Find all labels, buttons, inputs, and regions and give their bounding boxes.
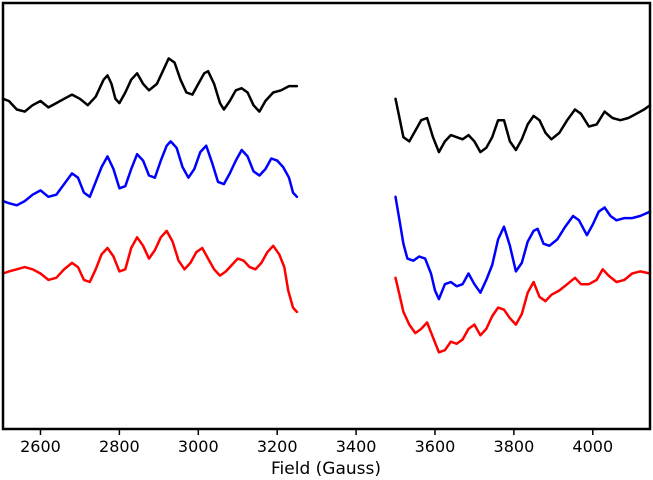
series-2-segment-1 xyxy=(394,268,652,354)
x-tick-label-5: 3600 xyxy=(415,437,456,456)
x-tick-label-1: 2800 xyxy=(99,437,140,456)
x-tick-label-4: 3400 xyxy=(336,437,377,456)
x-tick-label-3: 3200 xyxy=(257,437,298,456)
series-2-segment-0 xyxy=(1,229,299,314)
x-axis-ticks: 2600 2800 3000 3200 3400 3600 3800 4000 xyxy=(20,429,613,456)
x-tick-label-6: 3800 xyxy=(494,437,535,456)
series-1-segment-1 xyxy=(394,195,652,301)
x-tick-label-2: 3000 xyxy=(178,437,219,456)
series-0-segment-1 xyxy=(394,97,652,154)
series-0-segment-0 xyxy=(1,57,299,113)
x-tick-label-0: 2600 xyxy=(20,437,61,456)
x-axis-label: Field (Gauss) xyxy=(271,459,381,479)
plot-frame xyxy=(1,1,652,431)
x-tick-label-7: 4000 xyxy=(572,437,613,456)
plot-lines xyxy=(1,57,652,354)
series-1-segment-0 xyxy=(1,140,299,207)
